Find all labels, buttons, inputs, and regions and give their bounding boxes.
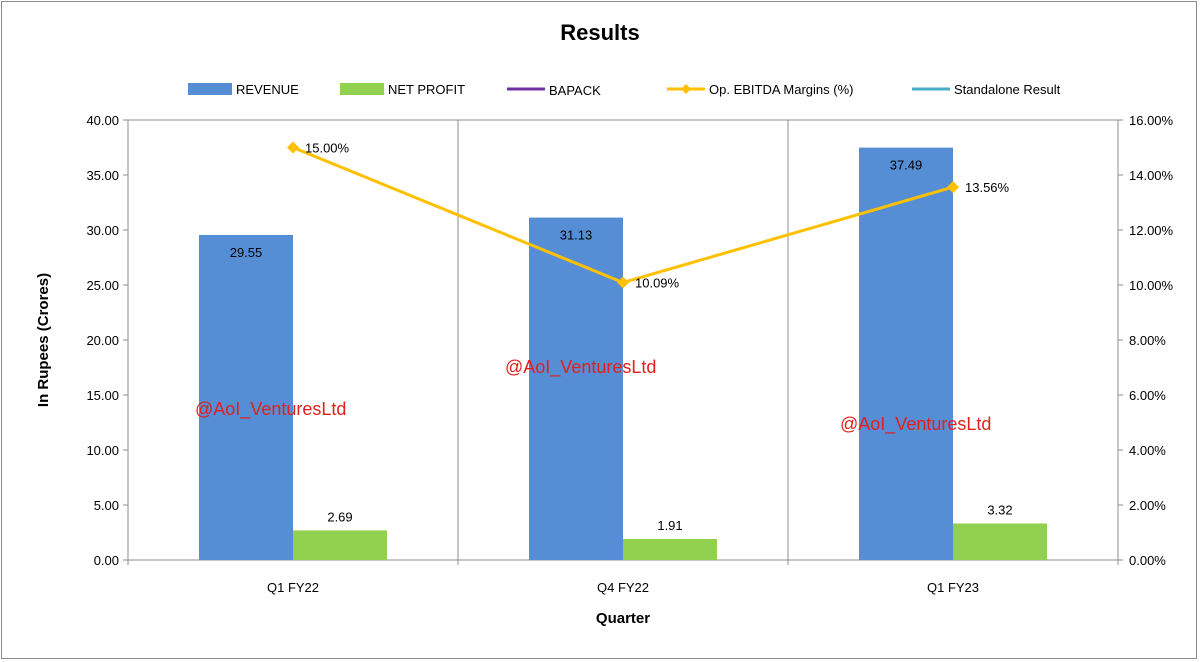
y2-axis-ticks: 0.00% 2.00% 4.00% 6.00% 8.00% 10.00% 12.00% 14.…: [1118, 113, 1174, 568]
net-profit-bar: [953, 523, 1047, 560]
y-axis-ticks: 0.00 5.00 10.00 15.00 20.00 25.00 30.00 35.00 40…: [86, 113, 128, 568]
y2-tick-label: 2.00%: [1129, 498, 1166, 513]
chart-title: Results: [560, 20, 639, 45]
y2-tick-label: 8.00%: [1129, 333, 1166, 348]
revenue-bar: [199, 234, 293, 560]
revenue-value-label: 31.13: [560, 228, 593, 243]
x-tick-label: Q4 FY22: [597, 580, 649, 595]
legend-label-2: BAPACK: [549, 83, 601, 98]
y2-tick-label: 6.00%: [1129, 388, 1166, 403]
ebitda-margin-marker: [617, 276, 629, 289]
revenue-bar: [529, 217, 623, 560]
watermark-text: @AoI_VenturesLtd: [195, 399, 346, 420]
y2-tick-label: 0.00%: [1129, 553, 1166, 568]
net-profit-value-label: 3.32: [987, 502, 1012, 517]
ebitda-line-series: [287, 141, 959, 289]
net-profit-value-label: 1.91: [657, 518, 682, 533]
legend-label-0: REVENUE: [236, 82, 299, 97]
y-tick-label: 25.00: [86, 278, 119, 293]
y-tick-label: 0.00: [94, 553, 119, 568]
y-tick-label: 30.00: [86, 223, 119, 238]
net-profit-bar: [293, 530, 387, 560]
x-tick-label: Q1 FY22: [267, 580, 319, 595]
ebitda-margin-marker: [947, 181, 959, 194]
watermark-text: @AoI_VenturesLtd: [505, 357, 656, 378]
y2-tick-label: 16.00%: [1129, 113, 1174, 128]
y-tick-label: 10.00: [86, 443, 119, 458]
legend-marker-3: [681, 84, 691, 94]
y-tick-label: 20.00: [86, 333, 119, 348]
legend-swatch-0: [188, 83, 232, 95]
ebitda-margin-marker: [287, 141, 299, 154]
ebitda-margin-label: 15.00%: [305, 141, 350, 156]
net-profit-bar: [623, 538, 717, 560]
revenue-value-label: 37.49: [890, 158, 923, 173]
x-axis-ticks: Q1 FY22 Q4 FY22 Q1 FY23: [127, 560, 1119, 595]
ebitda-margin-label: 10.09%: [635, 276, 680, 291]
ebitda-margin-label: 13.56%: [965, 180, 1010, 195]
y-tick-label: 40.00: [86, 113, 119, 128]
y2-tick-label: 12.00%: [1129, 223, 1174, 238]
legend-label-4: Standalone Result: [954, 82, 1061, 97]
bars: [199, 147, 1047, 561]
watermarks: @AoI_VenturesLtd @AoI_VenturesLtd @AoI_Ven…: [195, 357, 991, 435]
watermark-text: @AoI_VenturesLtd: [840, 414, 991, 435]
y-axis-title: In Rupees (Crores): [35, 273, 52, 407]
data-labels: 29.55 31.13 37.49 2.69 1.91 3.32 15.00% 10.09% 1…: [230, 141, 1013, 533]
y2-tick-label: 10.00%: [1129, 278, 1174, 293]
revenue-value-label: 29.55: [230, 245, 263, 260]
chart-legend: REVENUE NET PROFIT BAPACK Op. EBITDA Margin…: [188, 82, 1061, 98]
y2-tick-label: 14.00%: [1129, 168, 1174, 183]
legend-label-3: Op. EBITDA Margins (%): [709, 82, 853, 97]
x-tick-label: Q1 FY23: [927, 580, 979, 595]
y2-tick-label: 4.00%: [1129, 443, 1166, 458]
net-profit-value-label: 2.69: [327, 509, 352, 524]
x-axis-title: Quarter: [596, 610, 650, 627]
y-tick-label: 5.00: [94, 498, 119, 513]
revenue-bar: [859, 147, 953, 561]
y-tick-label: 15.00: [86, 388, 119, 403]
legend-label-1: NET PROFIT: [388, 82, 465, 97]
legend-swatch-1: [340, 83, 384, 95]
y-tick-label: 35.00: [86, 168, 119, 183]
